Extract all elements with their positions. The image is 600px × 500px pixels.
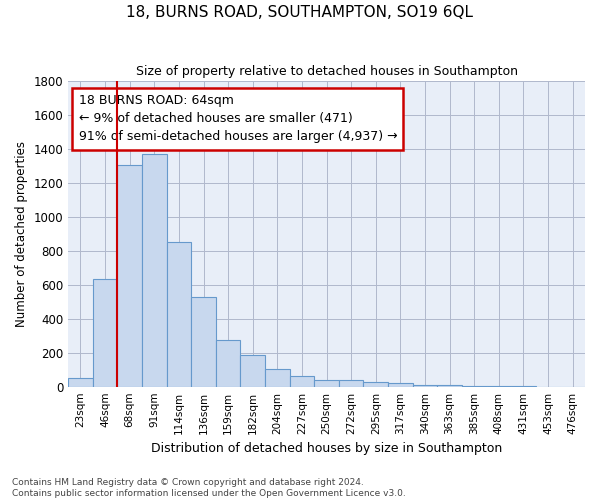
Bar <box>265 369 290 386</box>
Bar <box>118 164 142 386</box>
Bar <box>364 382 388 386</box>
Title: Size of property relative to detached houses in Southampton: Size of property relative to detached ho… <box>136 65 518 78</box>
Bar <box>314 380 339 386</box>
Bar <box>167 242 191 386</box>
Bar <box>142 154 167 386</box>
Bar <box>93 278 118 386</box>
Bar <box>68 378 93 386</box>
Y-axis label: Number of detached properties: Number of detached properties <box>15 140 28 326</box>
X-axis label: Distribution of detached houses by size in Southampton: Distribution of detached houses by size … <box>151 442 502 455</box>
Bar <box>216 340 241 386</box>
Text: 18, BURNS ROAD, SOUTHAMPTON, SO19 6QL: 18, BURNS ROAD, SOUTHAMPTON, SO19 6QL <box>127 5 473 20</box>
Bar <box>290 376 314 386</box>
Text: Contains HM Land Registry data © Crown copyright and database right 2024.
Contai: Contains HM Land Registry data © Crown c… <box>12 478 406 498</box>
Bar <box>388 383 413 386</box>
Bar <box>413 384 437 386</box>
Bar <box>339 380 364 386</box>
Bar <box>241 355 265 386</box>
Text: 18 BURNS ROAD: 64sqm
← 9% of detached houses are smaller (471)
91% of semi-detac: 18 BURNS ROAD: 64sqm ← 9% of detached ho… <box>79 94 397 144</box>
Bar <box>191 296 216 386</box>
